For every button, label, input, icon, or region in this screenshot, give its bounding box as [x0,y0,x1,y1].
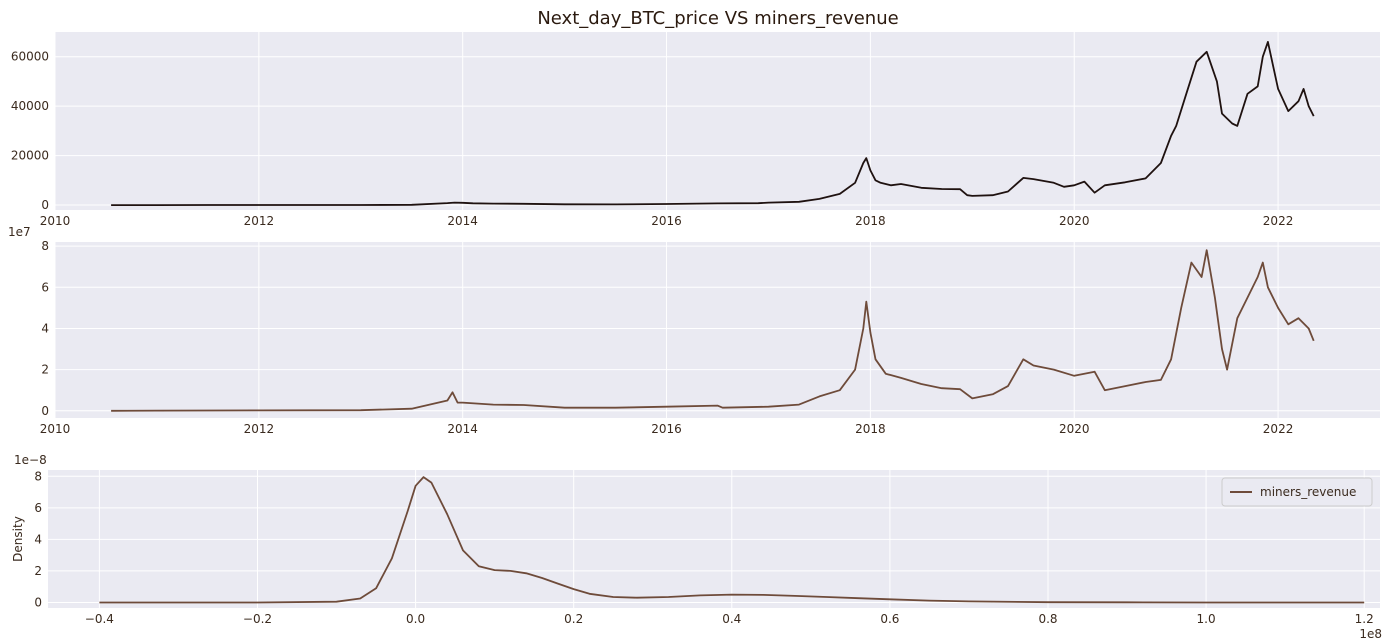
x-tick-label: 2020 [1059,214,1090,228]
y-tick-label: 4 [41,321,49,335]
chart-title: Next_day_BTC_price VS miners_revenue [537,8,898,29]
x-tick-label: 2014 [447,214,478,228]
y-axis-label: Density [11,516,25,562]
legend-box [1221,477,1373,507]
x-tick-label: 2014 [447,422,478,436]
miners-revenue-panel: 2010 2012 2014 2016 2018 2020 2022 0 2 4 6 8 1e7 [8,225,1380,436]
x-tick-label: 1.2 [1355,612,1374,626]
x-tick-label: 2012 [244,422,275,436]
y-tick-label: 20000 [11,149,49,163]
x-tick-label: 2022 [1263,422,1294,436]
x-tick-label: 2018 [855,422,886,436]
y-tick-label: 0 [34,595,42,609]
y-tick-label: 0 [41,404,49,418]
y-tick-label: 4 [34,532,42,546]
x-tick-label: 0.8 [1038,612,1057,626]
series-line [111,41,1315,207]
x-tick-label: 0.0 [406,612,425,626]
y-tick-label: 2 [41,363,49,377]
x-offset-label: 1e8 [1359,627,1382,641]
x-tick-label: 2010 [40,214,71,228]
y-tick-label: 6 [41,280,49,294]
x-tick-label: 2012 [244,214,275,228]
y-offset-label: 1e−8 [14,453,47,467]
x-tick-label: 2016 [651,214,682,228]
x-tick-label: 1.0 [1197,612,1216,626]
density-panel: −0.4 −0.2 0.0 0.2 0.4 0.6 0.8 1.0 1.2 0 2 4 6 8 1e−8 1e… [11,453,1382,641]
x-tick-label: 2016 [651,422,682,436]
x-tick-label: 0.2 [564,612,583,626]
y-tick-label: 40000 [11,99,49,113]
legend-label: miners_revenue [1260,485,1356,499]
x-tick-label: 2022 [1263,214,1294,228]
plot-area [55,242,1380,418]
x-tick-label: 0.6 [880,612,899,626]
x-tick-label: 2010 [40,422,71,436]
x-tick-label: 2018 [855,214,886,228]
y-offset-label: 1e7 [8,225,31,239]
x-tick-label: 2020 [1059,422,1090,436]
legend: miners_revenue [1221,477,1373,507]
y-tick-label: 8 [34,469,42,483]
x-tick-label: 0.4 [722,612,741,626]
plot-area [55,32,1380,210]
y-tick-label: 6 [34,501,42,515]
x-tick-label: −0.2 [243,612,272,626]
y-tick-label: 0 [41,198,49,212]
series-line [99,476,1365,604]
y-tick-label: 60000 [11,50,49,64]
series-line [111,249,1315,412]
y-tick-label: 2 [34,564,42,578]
x-tick-label: −0.4 [85,612,114,626]
btc-price-panel: 2010 2012 2014 2016 2018 2020 2022 0 20000 40000 6… [11,32,1380,228]
y-tick-label: 8 [41,239,49,253]
